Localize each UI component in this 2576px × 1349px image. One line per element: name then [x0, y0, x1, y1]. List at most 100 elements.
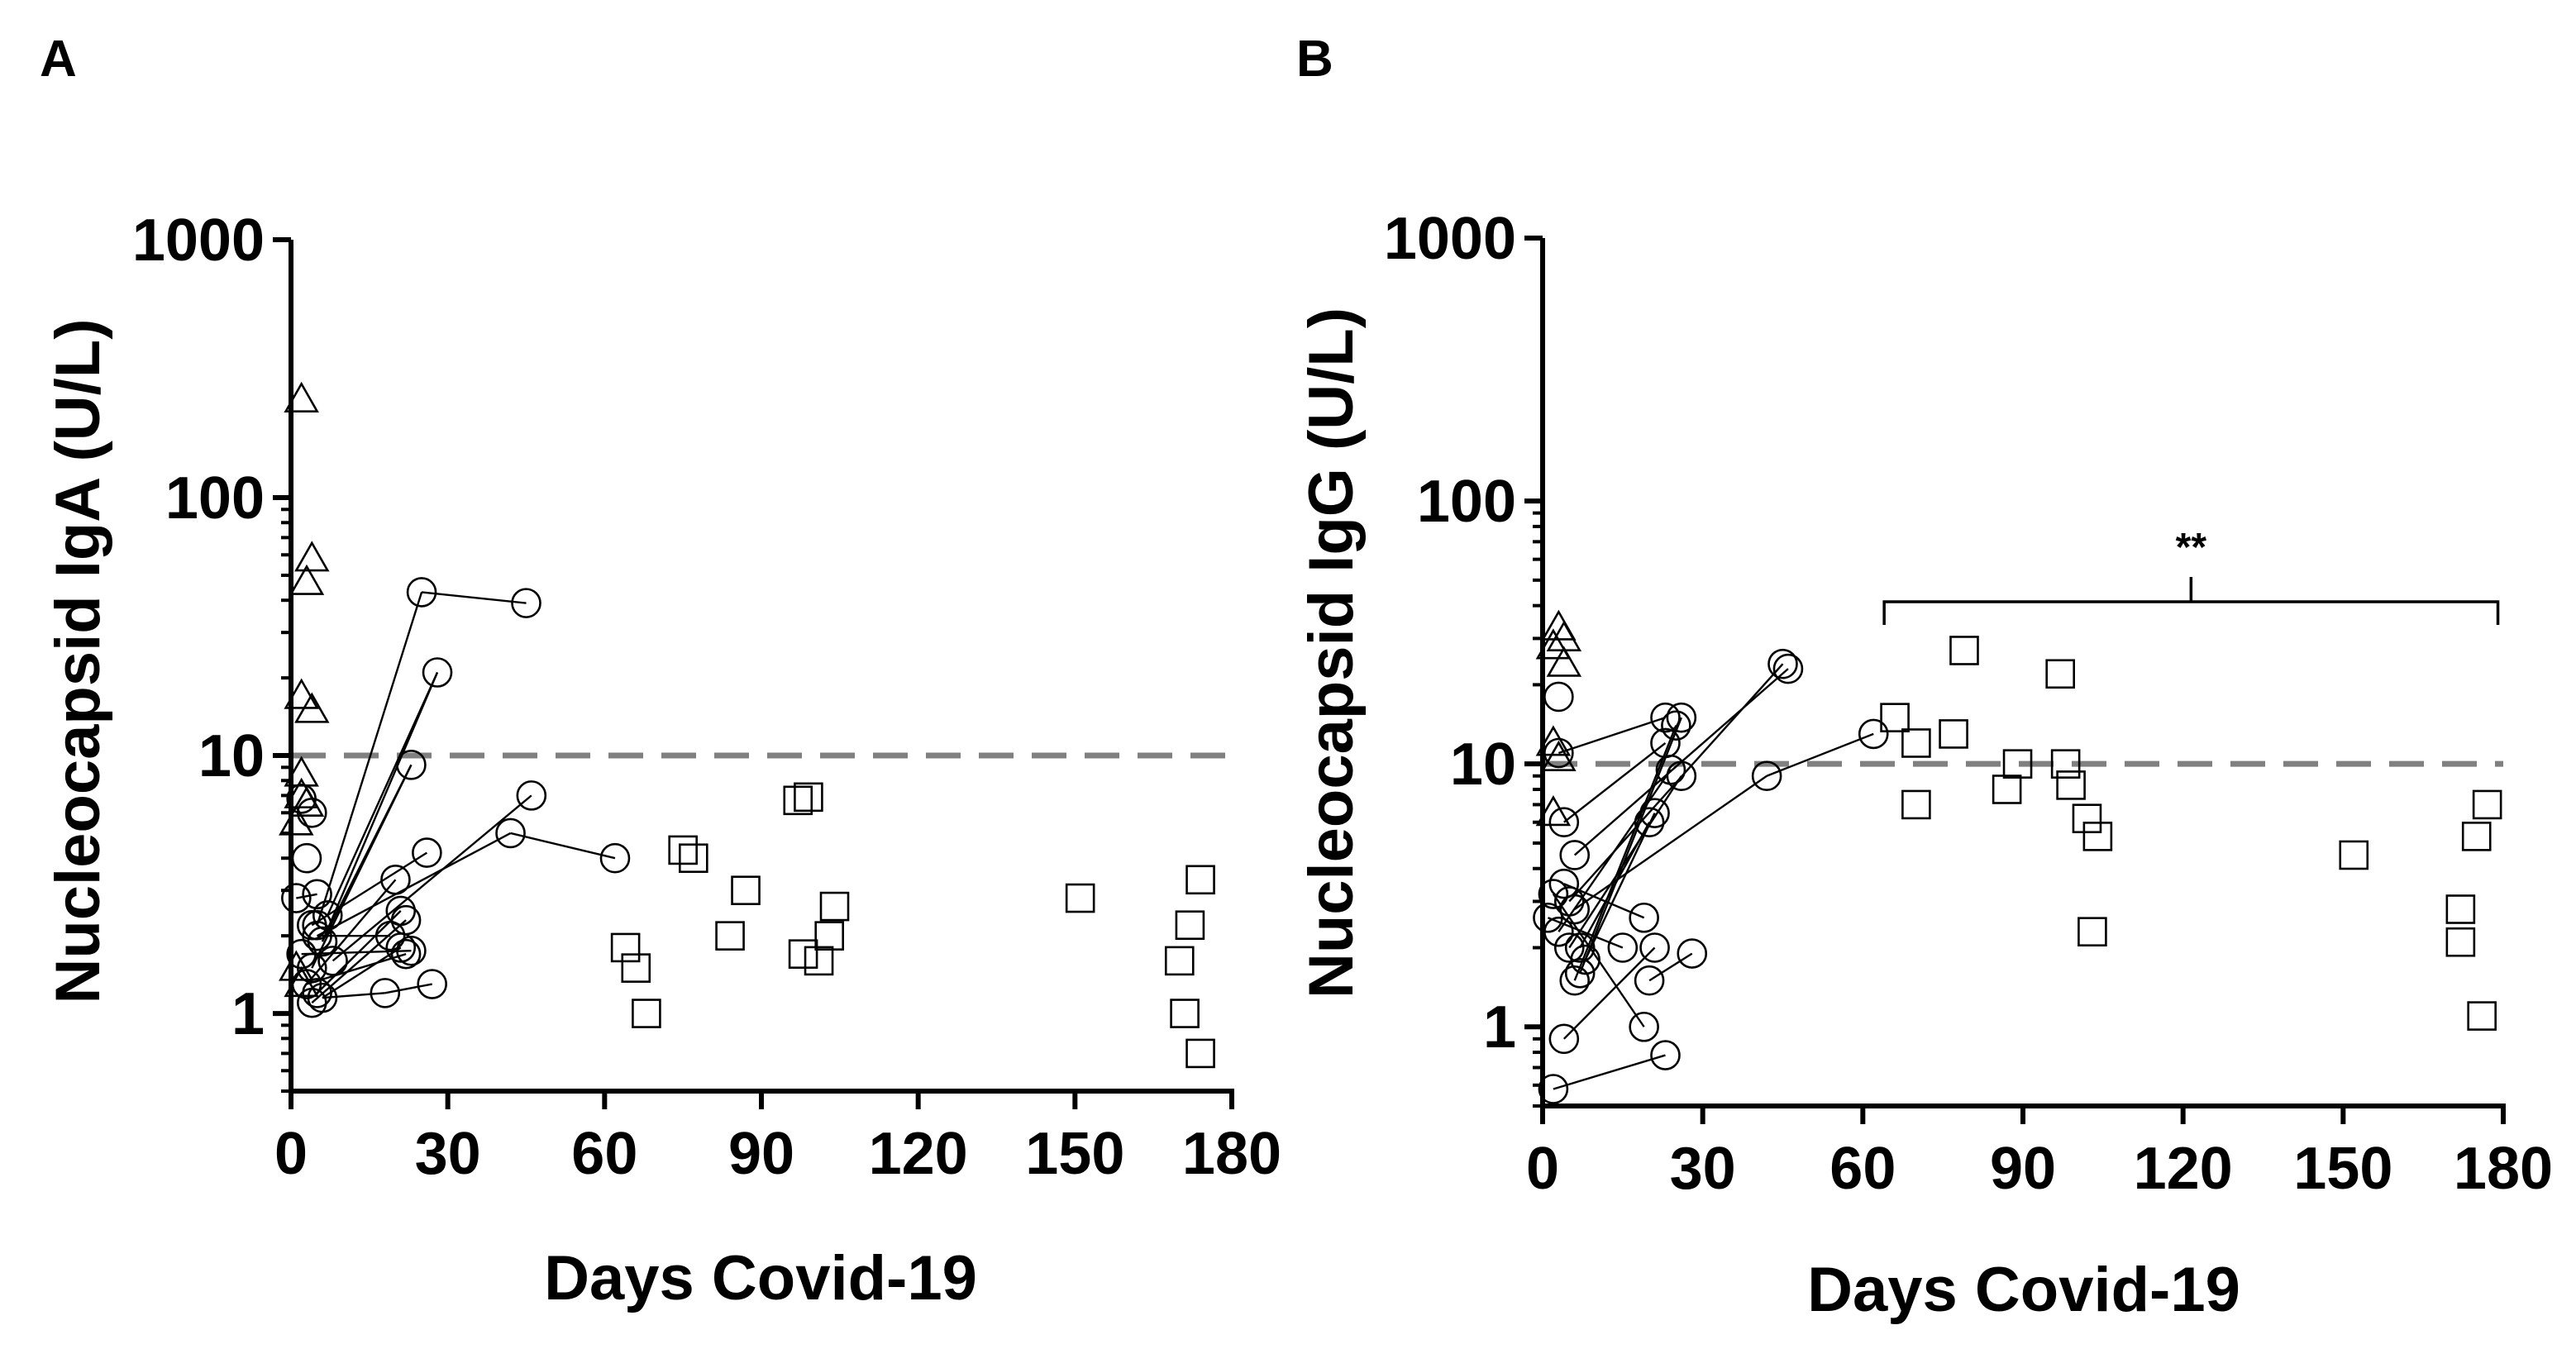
panel-a-circle-point — [412, 837, 442, 868]
panel-b-circle-point — [1767, 648, 1798, 679]
panel-b-x-axis-title: Days Covid-19 — [1807, 1255, 2240, 1325]
panel-a-circle-point — [296, 952, 327, 984]
panel-b-square-point — [2082, 822, 2113, 851]
panel-a-circle-point — [317, 946, 348, 976]
panel-a: A 1 10 100 1000 0 30 60 90 120 150 180 Days Covid-… — [40, 31, 1281, 1313]
panel-b-pair-line — [1574, 775, 1767, 911]
panel-b-square-point — [2077, 917, 2107, 946]
panel-a-x-tick-label: 180 — [1182, 1121, 1281, 1187]
panel-a-circle-point — [511, 588, 541, 618]
panel-a-square-point — [788, 939, 818, 969]
panel-b-circle-point — [1543, 916, 1574, 947]
panel-a-circle-point — [599, 842, 631, 874]
panel-a-square-point — [632, 999, 661, 1028]
panel-a-x-tick-label: 120 — [869, 1121, 968, 1187]
panel-b-pair-line — [1562, 946, 1656, 1040]
panel-b-triangle-point — [1535, 795, 1572, 827]
panel-b-x-tick-label: 150 — [2293, 1136, 2392, 1202]
panel-b: B 1 10 100 1000 0 30 60 90 120 150 180 ** Days Cov… — [1296, 31, 2553, 1325]
panel-b-pair-line — [1558, 769, 1672, 932]
panel-b-square-point — [2045, 659, 2075, 689]
panel-a-label: A — [40, 31, 77, 88]
panel-a-square-point — [1175, 910, 1205, 941]
panel-b-circle-point — [1650, 702, 1681, 733]
panel-a-circle-point — [312, 900, 343, 931]
panel-b-circle-point — [1634, 807, 1665, 838]
panel-b-circle-point — [1538, 1074, 1569, 1104]
panel-a-triangle-point — [279, 950, 314, 981]
panel-a-pair-line — [384, 983, 432, 994]
panel-b-circle-point — [1629, 902, 1659, 933]
panel-a-square-point — [819, 891, 850, 922]
panel-a-circle-point — [396, 750, 427, 780]
panel-a-circle-point — [380, 864, 411, 895]
panel-b-circle-point — [1559, 965, 1591, 996]
panel-b-triangle-point — [1541, 740, 1577, 771]
panel-b-circle-point — [1570, 944, 1600, 975]
panel-a-circle-point — [374, 920, 406, 951]
panel-a-square-point — [1185, 1038, 1215, 1069]
panel-b-x-tick-label: 30 — [1670, 1136, 1736, 1202]
panel-b-square-point — [2050, 749, 2081, 779]
panel-b-circle-point — [1629, 1011, 1659, 1042]
panel-a-triangle-point — [294, 692, 330, 723]
panel-a-pair-line — [322, 946, 402, 999]
panel-a-circle-point — [516, 780, 547, 811]
panel-b-triangle-point — [1535, 628, 1572, 660]
panel-a-x-tick-label: 150 — [1025, 1121, 1124, 1187]
panel-b-x-tick-label: 60 — [1829, 1136, 1896, 1202]
panel-a-pair-line — [332, 794, 532, 962]
panel-a-circle-point — [417, 969, 448, 999]
panel-b-circle-point — [1751, 760, 1782, 792]
panel-b-triangle-point — [1546, 646, 1582, 677]
panel-a-circle-point — [302, 920, 332, 951]
panel-b-circle-point — [1650, 727, 1681, 759]
panel-b-y-tick-label: 1 — [1483, 994, 1516, 1061]
panel-b-significance-label: ** — [2176, 526, 2207, 570]
panel-b-circle-point — [1666, 702, 1697, 733]
panel-b-x-tick-label: 180 — [2454, 1136, 2553, 1202]
panel-b-circle-point — [1548, 807, 1580, 838]
panel-a-y-tick-label: 10 — [198, 723, 265, 789]
panel-b-circle-point — [1559, 840, 1591, 870]
panel-b-square-point — [2339, 840, 2369, 870]
panel-a-square-point — [783, 785, 813, 816]
panel-a-square-point — [814, 921, 844, 951]
panel-b-square-point — [1901, 789, 1931, 820]
panel-a-square-point — [1164, 946, 1195, 976]
panel-b-square-point — [1949, 636, 1979, 665]
panel-b-circle-point — [1666, 760, 1697, 792]
panel-b-pair-line — [1579, 717, 1682, 974]
panel-a-x-axis-title: Days Covid-19 — [544, 1243, 977, 1313]
panel-a-y-tick-label: 1 — [231, 981, 265, 1047]
panel-b-circle-point — [1607, 932, 1639, 963]
panel-a-circle-point — [281, 883, 312, 913]
panel-b-pair-line — [1558, 717, 1666, 755]
panel-a-pair-line — [296, 893, 317, 899]
panel-a-square-point — [679, 843, 708, 874]
panel-a-square-point — [668, 835, 698, 865]
panel-a-triangle-point — [284, 678, 319, 709]
panel-b-triangle-point — [1535, 725, 1572, 756]
panel-a-y-tick-label: 100 — [165, 465, 265, 531]
panel-b-x-tick-label: 120 — [2134, 1136, 2233, 1202]
panel-a-triangle-point — [294, 541, 330, 572]
panel-b-pair-line — [1553, 1054, 1666, 1090]
panel-a-y-tick-label: 1000 — [132, 207, 265, 274]
panel-b-pair-line — [1648, 952, 1693, 982]
panel-b-circle-point — [1564, 958, 1596, 989]
panel-b-circle-point — [1661, 710, 1691, 741]
panel-a-square-point — [731, 875, 761, 905]
panel-a-pair-line — [306, 879, 397, 985]
panel-a-square-point — [1185, 865, 1215, 895]
panel-b-y-tick-label: 1000 — [1384, 206, 1516, 272]
panel-b-square-point — [2472, 789, 2502, 820]
panel-a-triangle-point — [279, 804, 314, 836]
panel-b-square-point — [1901, 728, 1931, 758]
panel-a-pair-line — [311, 919, 407, 1004]
panel-a-square-point — [610, 932, 641, 963]
panel-b-square-point — [1992, 775, 2022, 804]
panel-b-circle-point — [1858, 718, 1889, 750]
panel-b-square-point — [2056, 770, 2086, 800]
panel-b-pair-line — [1568, 775, 1682, 949]
